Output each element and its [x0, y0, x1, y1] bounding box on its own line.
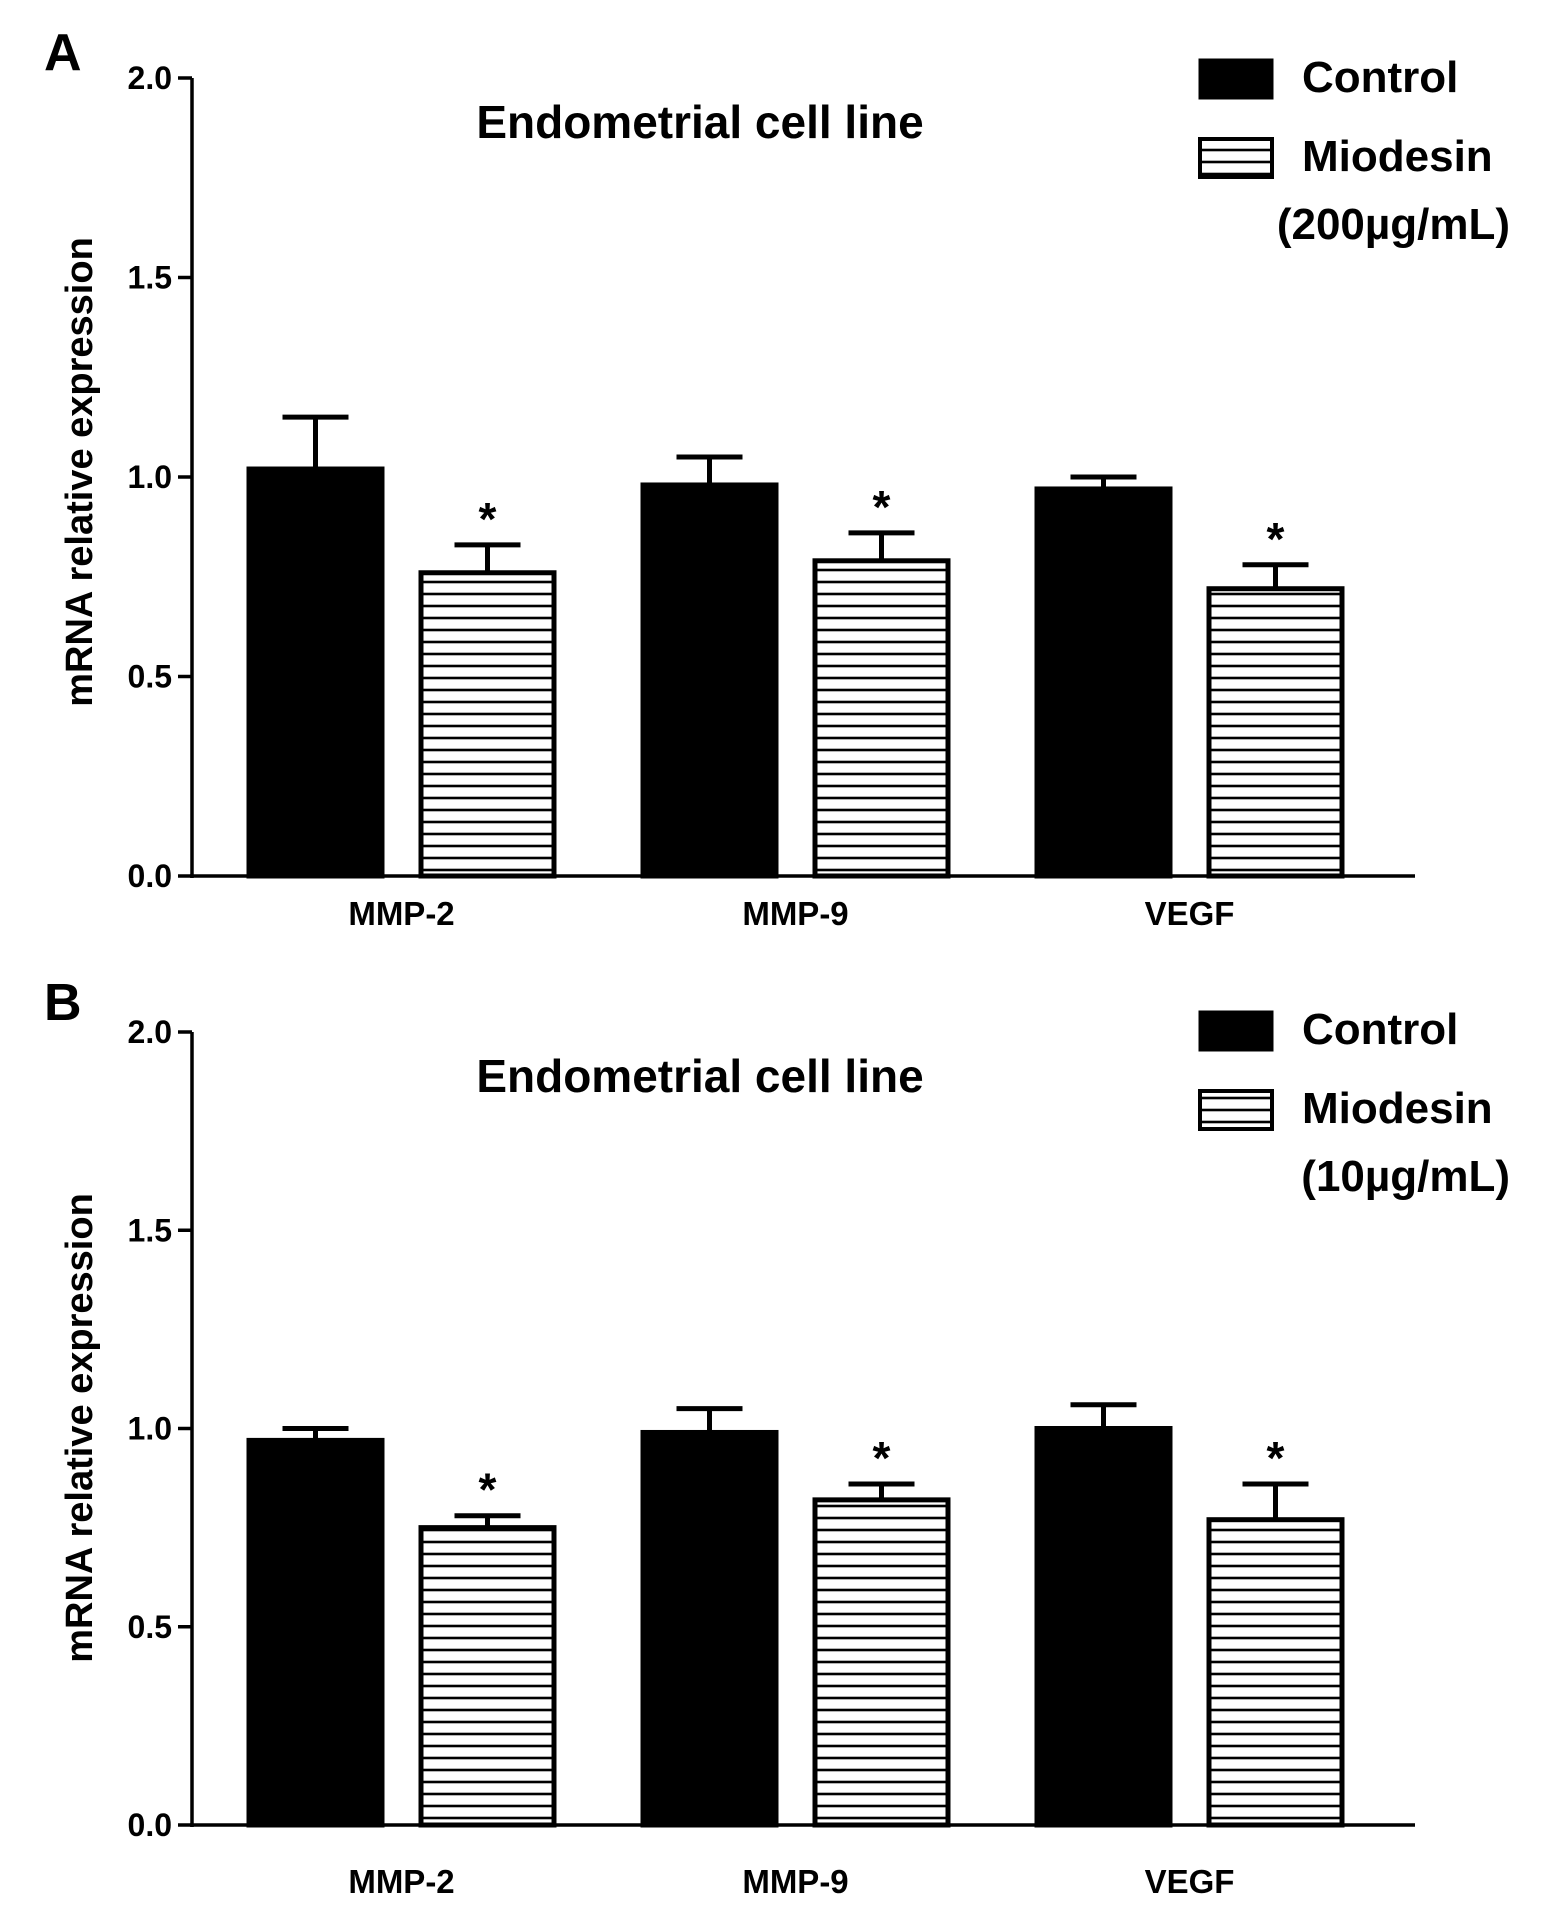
y-axis-label: mRNA relative expression — [59, 237, 101, 707]
bar-treated-mmp-2 — [418, 1525, 557, 1828]
significance-marker: * — [873, 1432, 891, 1484]
y-tick-label: 1.5 — [128, 260, 172, 296]
legend-label-treated: Miodesin — [1302, 132, 1493, 181]
significance-marker: * — [1267, 513, 1285, 565]
bar-control-vegf — [1034, 486, 1173, 879]
y-tick-label: 2.0 — [128, 1014, 172, 1050]
y-axis-label: mRNA relative expression — [59, 1193, 101, 1663]
significance-marker: * — [873, 481, 891, 533]
y-tick-label: 0.5 — [128, 659, 172, 695]
bar-control-mmp-2 — [246, 466, 385, 879]
x-tick-label: MMP-9 — [742, 1863, 848, 1900]
y-tick-label: 0.5 — [128, 1609, 172, 1645]
x-tick-label: VEGF — [1145, 895, 1235, 932]
x-tick-label: MMP-2 — [348, 895, 454, 932]
y-tick-label: 2.0 — [128, 60, 172, 96]
x-tick-label: VEGF — [1145, 1863, 1235, 1900]
y-tick-label: 1.5 — [128, 1212, 172, 1248]
bar-control-mmp-2 — [246, 1437, 385, 1828]
legend-swatch-treated — [1198, 1089, 1274, 1131]
legend-label-control: Control — [1302, 53, 1458, 102]
legend-label-treated: Miodesin — [1302, 1084, 1493, 1133]
significance-marker: * — [479, 493, 497, 545]
panels-container: A Endometrial cell line mRNA relative expr… — [44, 24, 1510, 1900]
y-tick-label: 1.0 — [128, 1411, 172, 1447]
bar-treated-vegf — [1206, 586, 1345, 879]
chart-panel-b: B Endometrial cell line mRNA relative expr… — [44, 974, 1510, 1900]
bar-treated-vegf — [1206, 1517, 1345, 1828]
y-tick-label: 0.0 — [128, 1807, 172, 1843]
chart-panel-a: A Endometrial cell line mRNA relative expr… — [44, 24, 1510, 932]
legend-label-treated-dose: (10µg/mL) — [1301, 1152, 1510, 1201]
significance-marker: * — [479, 1464, 497, 1516]
bar-control-mmp-9 — [640, 1429, 779, 1828]
panel-label: B — [44, 974, 82, 1032]
bar-control-vegf — [1034, 1426, 1173, 1828]
legend-swatch-control — [1198, 1010, 1274, 1052]
legend-swatch-control — [1198, 58, 1274, 100]
x-tick-label: MMP-9 — [742, 895, 848, 932]
legend: Control Miodesin (200µg/mL) — [1198, 53, 1510, 249]
panel-label: A — [44, 24, 82, 82]
chart-title: Endometrial cell line — [476, 1050, 923, 1102]
y-tick-label: 0.0 — [128, 858, 172, 894]
bar-treated-mmp-9 — [812, 558, 951, 879]
legend-swatch-treated — [1198, 137, 1274, 179]
y-tick-label: 1.0 — [128, 459, 172, 495]
significance-marker: * — [1267, 1432, 1285, 1484]
legend: Control Miodesin (10µg/mL) — [1198, 1005, 1510, 1201]
bar-treated-mmp-9 — [812, 1497, 951, 1828]
bar-control-mmp-9 — [640, 482, 779, 879]
chart-title: Endometrial cell line — [476, 96, 923, 148]
x-tick-label: MMP-2 — [348, 1863, 454, 1900]
bar-treated-mmp-2 — [418, 570, 557, 879]
legend-label-treated-dose: (200µg/mL) — [1277, 200, 1510, 249]
legend-label-control: Control — [1302, 1005, 1458, 1054]
